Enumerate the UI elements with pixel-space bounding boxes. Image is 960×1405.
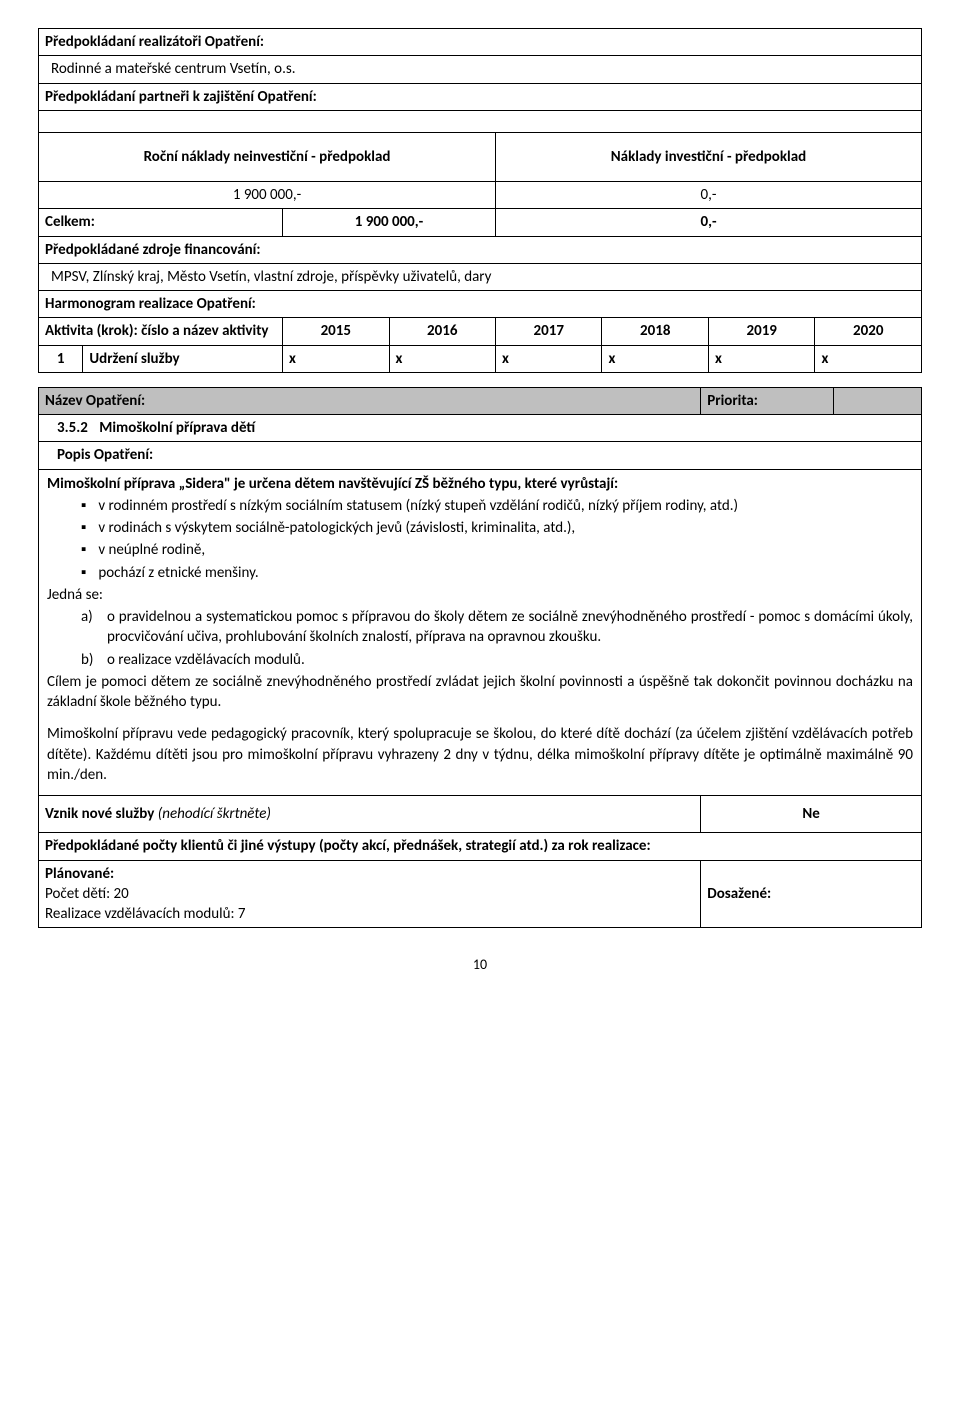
square-icon: ▪ bbox=[81, 518, 86, 538]
plan-line1: Počet dětí: 20 bbox=[45, 884, 694, 904]
page-number: 10 bbox=[38, 956, 922, 975]
bullet-1: ▪v rodinném prostředí s nízkým sociálním… bbox=[81, 496, 913, 516]
dosazene-label: Dosažené: bbox=[707, 884, 915, 904]
square-icon: ▪ bbox=[81, 563, 86, 583]
bullet-4: ▪pochází z etnické menšiny. bbox=[81, 563, 913, 583]
jedna-se: Jedná se: bbox=[47, 585, 913, 605]
section1-table: Předpokládaní realizátoři Opatření: Rodi… bbox=[38, 28, 922, 373]
row-num: 1 bbox=[39, 345, 83, 372]
sources-text: MPSV, Zlínský kraj, Město Vsetín, vlastn… bbox=[39, 263, 922, 290]
dosazene-cell: Dosažené: bbox=[701, 860, 922, 928]
opatreni-title-cell: 3.5.2 Mimoškolní příprava dětí bbox=[39, 415, 922, 442]
x3: x bbox=[496, 345, 602, 372]
vznik-val: Ne bbox=[701, 796, 922, 833]
vznik-note: (nehodící škrtněte) bbox=[154, 805, 271, 823]
popis-label: Popis Opatření: bbox=[45, 445, 915, 465]
square-icon: ▪ bbox=[81, 496, 86, 516]
popis-cell: Popis Opatření: bbox=[39, 442, 922, 469]
priorita-empty bbox=[833, 387, 921, 414]
row-name: Udržení služby bbox=[83, 345, 283, 372]
partneri-label: Předpokládaní partneři k zajištění Opatř… bbox=[39, 83, 922, 110]
y2019: 2019 bbox=[708, 318, 814, 345]
bullet-3: ▪v neúplné rodině, bbox=[81, 540, 913, 560]
activity-header: Aktivita (krok): číslo a název aktivity bbox=[39, 318, 283, 345]
ol-a: a)o pravidelnou a systematickou pomoc s … bbox=[81, 607, 913, 648]
x6: x bbox=[815, 345, 922, 372]
popis-body: Mimoškolní příprava „Sidera" je určena d… bbox=[39, 469, 922, 796]
celkem-left: 1 900 000,- bbox=[283, 209, 496, 236]
y2020: 2020 bbox=[815, 318, 922, 345]
cilem: Cílem je pomoci dětem ze sociálně znevýh… bbox=[47, 672, 913, 713]
planovane-cell: Plánované: Počet dětí: 20 Realizace vzdě… bbox=[39, 860, 701, 928]
x2: x bbox=[389, 345, 495, 372]
opatreni-num: 3.5.2 bbox=[57, 419, 88, 437]
x1: x bbox=[283, 345, 389, 372]
costs-right-header: Náklady investiční - předpoklad bbox=[496, 132, 922, 181]
harmo-label: Harmonogram realizace Opatření: bbox=[39, 291, 922, 318]
vznik-label: Vznik nové služby bbox=[45, 805, 154, 823]
y2015: 2015 bbox=[283, 318, 389, 345]
section2-table: Název Opatření: Priorita: 3.5.2 Mimoškol… bbox=[38, 387, 922, 929]
realizatori-label: Předpokládaní realizátoři Opatření: bbox=[39, 29, 922, 56]
x4: x bbox=[602, 345, 708, 372]
planovane-label: Plánované: bbox=[45, 864, 694, 884]
y2016: 2016 bbox=[389, 318, 495, 345]
y2017: 2017 bbox=[496, 318, 602, 345]
celkem-label: Celkem: bbox=[45, 213, 95, 231]
vznik-cell: Vznik nové služby (nehodící škrtněte) bbox=[39, 796, 701, 833]
intro: Mimoškolní příprava „Sidera" je určena d… bbox=[47, 474, 913, 494]
costs-left-header: Roční náklady neinvestiční - předpoklad bbox=[39, 132, 496, 181]
priorita-label: Priorita: bbox=[701, 387, 833, 414]
opatreni-title: Mimoškolní příprava dětí bbox=[99, 419, 255, 437]
realizatori-text: Rodinné a mateřské centrum Vsetín, o.s. bbox=[39, 56, 922, 83]
plan-line2: Realizace vzdělávacích modulů: 7 bbox=[45, 904, 694, 924]
partneri-empty bbox=[39, 110, 922, 132]
nazev-label: Název Opatření: bbox=[39, 387, 701, 414]
celkem-right: 0,- bbox=[496, 209, 922, 236]
sources-label: Předpokládané zdroje financování: bbox=[39, 236, 922, 263]
para2: Mimoškolní přípravu vede pedagogický pra… bbox=[47, 724, 913, 785]
table-row: 1 Udržení služby x x x x x x bbox=[39, 345, 922, 372]
x5: x bbox=[708, 345, 814, 372]
square-icon: ▪ bbox=[81, 540, 86, 560]
bullet-2: ▪v rodinách s výskytem sociálně-patologi… bbox=[81, 518, 913, 538]
amount-right: 0,- bbox=[496, 182, 922, 209]
ol-b: b)o realizace vzdělávacích modulů. bbox=[81, 650, 913, 670]
counts-label: Předpokládané počty klientů či jiné výst… bbox=[39, 833, 922, 860]
y2018: 2018 bbox=[602, 318, 708, 345]
amount-left: 1 900 000,- bbox=[39, 182, 496, 209]
